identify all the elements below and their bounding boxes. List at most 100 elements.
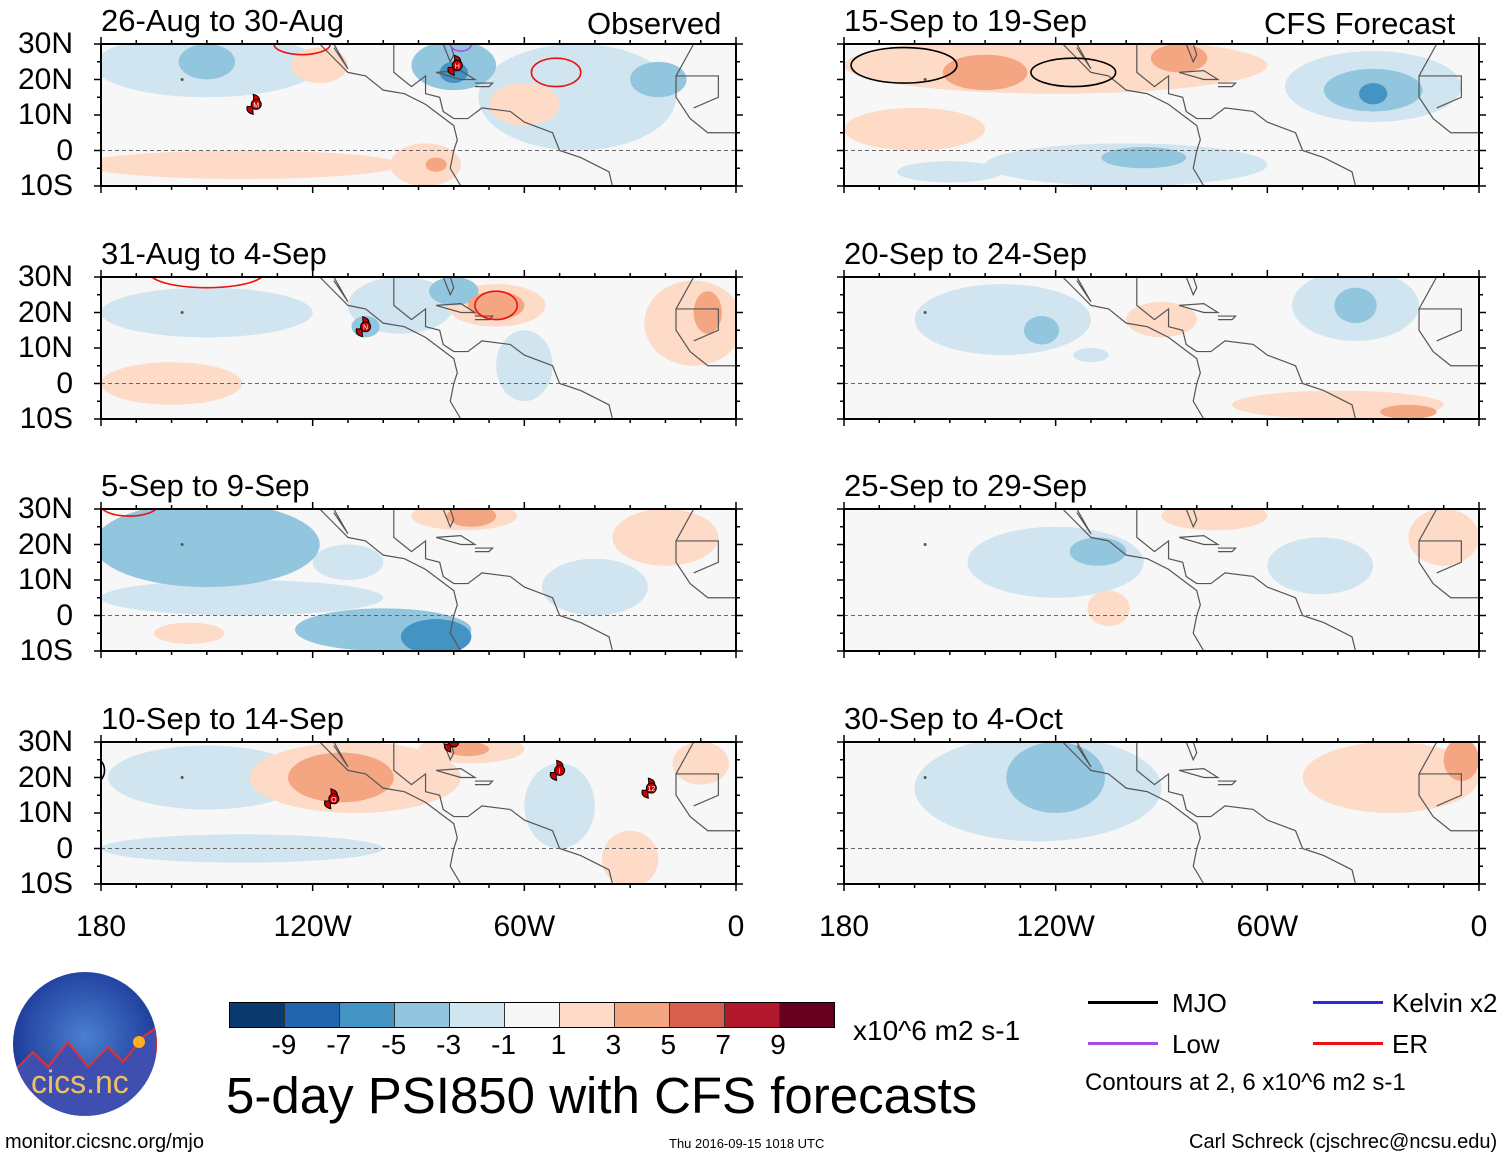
lat-label: 0 [56,598,73,632]
coastline [333,509,349,535]
anomaly-region [429,277,479,306]
colorbar-swatch [725,1003,780,1027]
coastline [1419,540,1462,574]
lat-label: 20N [17,295,73,329]
lat-label: 0 [56,831,73,865]
coastline [1185,277,1198,297]
anomaly-region [644,280,736,366]
anomaly-region [1302,742,1479,813]
panel-title: 10-Sep to 14-Sep [101,701,345,736]
panel-title: 25-Sep to 29-Sep [844,468,1088,503]
map-plot [837,270,1486,426]
coastline [1178,303,1221,314]
cfs-forecast-label: CFS Forecast [1264,6,1456,41]
coastline [676,773,719,807]
map-panel [837,735,1486,891]
coastline [1136,44,1357,186]
map-panel [837,502,1486,658]
kelvin-legend-label: Kelvin x2 [1392,988,1498,1018]
anomaly-region [844,107,986,151]
anomaly-region [390,143,461,186]
anomaly-region [1150,44,1208,73]
anomaly-region [672,742,729,785]
coastline [393,742,614,884]
coastline [1185,509,1198,529]
coastline [1419,773,1462,807]
anomaly-region [942,54,1028,91]
map-plot [837,735,1486,891]
anomaly-region [1073,348,1109,363]
map-plot [837,502,1486,658]
lat-label: 0 [56,366,73,400]
svg-text:I: I [559,768,561,775]
coastline [1178,768,1221,779]
coastline [1136,277,1357,419]
coastline [1136,509,1357,651]
map-panel [837,270,1486,426]
panel-title: 20-Sep to 24-Sep [844,236,1088,271]
map-plot [94,502,743,658]
anomaly-region [287,752,394,803]
footer-url[interactable]: monitor.cicsnc.org/mjo [5,1131,204,1153]
anomaly-region [108,745,306,810]
hawaii-islands [180,543,184,546]
coastline [333,277,349,303]
cics-logo: cics.nc [13,972,157,1116]
map-plot [837,37,1486,193]
lat-label: 30N [17,27,73,60]
hawaii-islands [180,776,184,779]
coastline [676,308,719,342]
anomaly-region [1161,509,1268,531]
colorbar-swatch [450,1003,505,1027]
colorbar-tick-label: -3 [436,1029,462,1060]
colorbar-units: x10^6 m2 s-1 [853,1015,1021,1046]
hurricane-icon: O [323,788,340,810]
anomaly-region [178,44,236,80]
coastline [1076,44,1092,70]
coastline [442,44,455,64]
anomaly-region [1267,537,1374,595]
mjo-contour [850,46,958,84]
map-panel: N [94,270,743,426]
hurricane-icon: 12 [641,777,657,799]
er-contour [101,509,157,517]
lon-label: 60W [493,910,556,943]
anomaly-region [467,291,525,320]
coastline [675,277,736,367]
map-plot: N [94,270,743,426]
coastline [393,509,614,651]
lat-label: 30N [17,725,73,758]
colorbar-swatch [505,1003,560,1027]
coastline [393,277,614,419]
coastline [474,780,495,786]
mjo-contour [1030,57,1117,88]
colorbar-swatch [285,1003,340,1027]
lon-label: 0 [1470,910,1488,943]
colorbar-tick-label: 9 [770,1029,786,1060]
anomaly-region [1443,742,1479,782]
coastline [675,44,736,134]
anomaly-region [967,526,1144,598]
lon-label: 0 [727,910,745,943]
colorbar-swatch [560,1003,615,1027]
panel-title: 26-Aug to 30-Aug [101,3,345,38]
panel-title: 15-Sep to 19-Sep [844,3,1088,38]
mjo-contour [101,759,106,781]
lon-label: 120W [1016,910,1095,943]
anomaly-region [1006,742,1106,813]
map-panel [837,37,1486,193]
colorbar-tick-label: 5 [660,1029,677,1060]
anomaly-region [312,544,384,580]
anomaly-region [1023,316,1060,345]
lat-label: 10S [19,402,73,435]
lat-label: 10N [17,796,73,829]
logo-text: cics.nc [31,1064,129,1100]
er-contour [530,57,582,88]
hurricane-icon: M [246,93,262,116]
svg-text:O: O [331,797,337,804]
coastline [1418,44,1479,134]
lon-label: 180 [75,910,127,943]
lat-label: 20N [17,760,73,794]
